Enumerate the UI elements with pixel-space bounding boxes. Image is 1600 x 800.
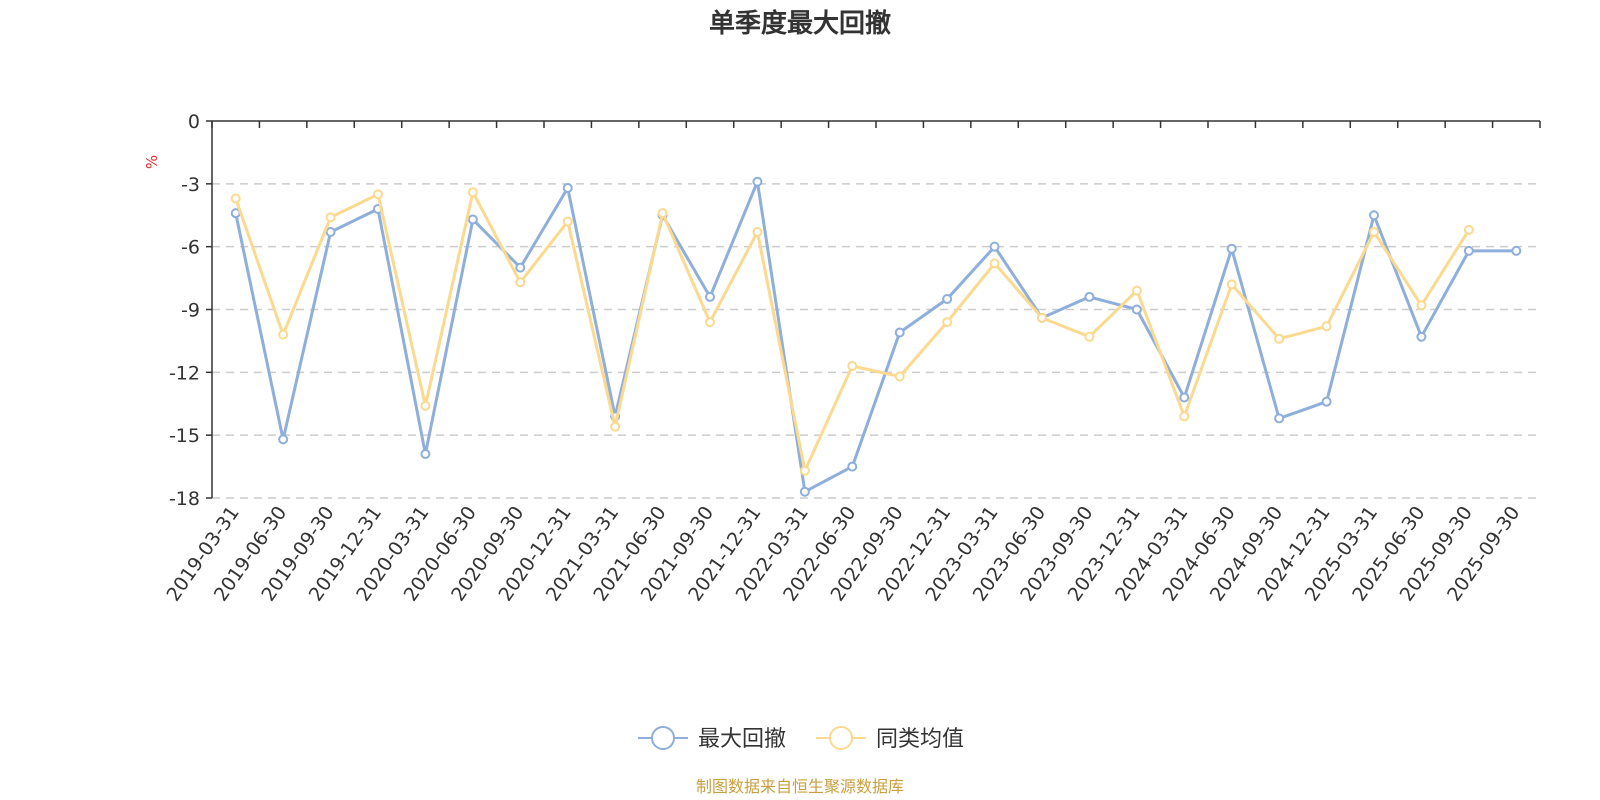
series-2-point: [515, 277, 526, 288]
source-note: 制图数据来自恒生聚源数据库: [696, 777, 904, 796]
series-2-point: [420, 400, 431, 411]
series-2-point: [894, 371, 905, 382]
series-1-point: [989, 241, 1000, 252]
series-1-point: [1369, 210, 1379, 221]
series-2-point: [1226, 279, 1237, 290]
y-tick-label: 0: [188, 111, 200, 133]
series-layer: [230, 176, 1522, 497]
series-1-point: [1131, 304, 1142, 315]
series-1-point: [1416, 331, 1427, 342]
series-2-point: [705, 317, 715, 328]
series-1-point: [894, 327, 905, 338]
legend: 最大回撤 同类均值: [638, 726, 964, 752]
series-2-point: [1416, 300, 1427, 311]
series-1-point: [752, 176, 763, 187]
series-2-point: [230, 193, 241, 204]
series-2-point: [373, 189, 383, 200]
series-1-point: [325, 227, 336, 238]
series-1-point: [847, 461, 858, 472]
series-1-point: [1179, 392, 1190, 403]
y-tick-label: -9: [181, 300, 200, 322]
series-line-1: [234, 180, 1517, 494]
legend-label-2: 同类均值: [876, 727, 964, 752]
series-1-point: [799, 486, 810, 497]
series-2-point: [799, 465, 810, 476]
y-tick-label: -15: [169, 425, 200, 447]
series-2-point: [1037, 312, 1047, 323]
series-1-point: [1226, 243, 1237, 254]
series-1-point: [278, 434, 289, 445]
series-1-point: [942, 294, 953, 305]
series-1-point: [562, 183, 573, 194]
series-1-point: [1274, 413, 1285, 424]
y-tick-label: -18: [169, 488, 200, 510]
series-1-point: [420, 449, 431, 460]
series-2-point: [325, 212, 336, 223]
series-1-point: [1511, 245, 1522, 256]
series-2-point: [1463, 224, 1474, 235]
y-tick-label: -6: [181, 237, 200, 259]
y-tick-label: -12: [169, 362, 200, 384]
series-2-point: [278, 329, 289, 340]
y-tick-label: -3: [181, 174, 200, 196]
series-2-point: [562, 216, 573, 227]
series-1-point: [705, 291, 715, 302]
series-2-point: [1131, 285, 1142, 296]
series-2-point: [847, 361, 858, 372]
series-1-point: [1321, 396, 1332, 407]
series-2-point: [1369, 227, 1379, 238]
series-2-point: [1321, 321, 1332, 332]
chart-title: 单季度最大回撤: [709, 8, 891, 39]
series-1-point: [515, 262, 526, 273]
series-2-point: [752, 227, 763, 238]
series-1-point: [467, 214, 478, 225]
series-2-point: [1179, 411, 1190, 422]
series-2-point: [1084, 331, 1095, 342]
series-2-point: [467, 187, 478, 198]
legend-label-1: 最大回撤: [698, 727, 786, 752]
legend-marker-2: [829, 726, 853, 750]
series-2-point: [610, 421, 621, 432]
y-axis-unit-label: %: [143, 155, 161, 169]
y-axis-ticks: 0 -3 -6 -9 -12 -15 -18: [169, 111, 212, 510]
series-2-point: [1274, 333, 1285, 344]
legend-marker-1: [651, 726, 675, 750]
series-2-point: [942, 317, 953, 328]
series-1-point: [1084, 291, 1095, 302]
series-2-point: [657, 208, 668, 219]
series-2-point: [989, 258, 1000, 269]
series-1-point: [1463, 245, 1474, 256]
